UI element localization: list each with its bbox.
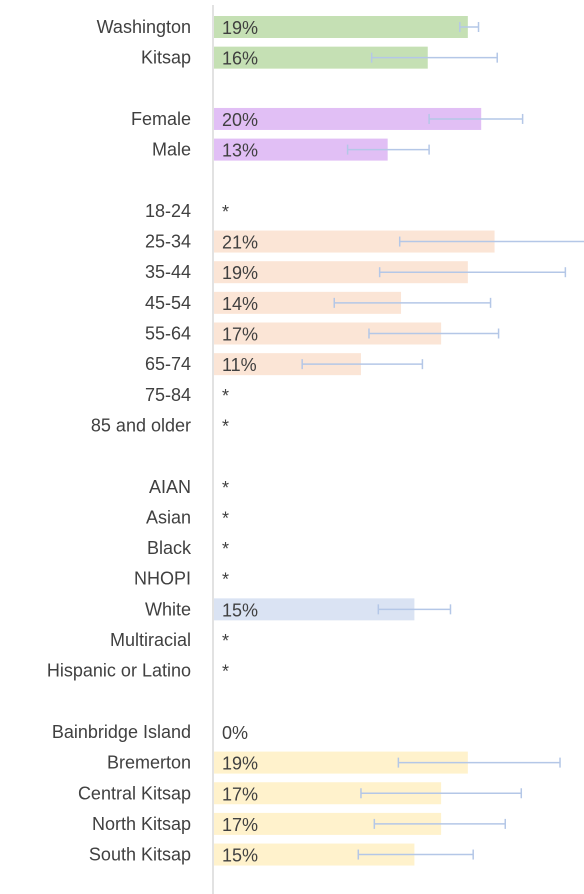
category-label: White <box>145 599 191 619</box>
data-label: 16% <box>222 49 258 69</box>
data-label: * <box>222 416 229 436</box>
data-label: 19% <box>222 18 258 38</box>
data-label: 15% <box>222 846 258 866</box>
data-label: 21% <box>222 233 258 253</box>
data-label: 13% <box>222 141 258 161</box>
bar <box>214 812 442 835</box>
category-label: 35-44 <box>145 262 191 282</box>
data-label: 19% <box>222 263 258 283</box>
category-label: NHOPI <box>134 569 191 589</box>
category-label: Hispanic or Latino <box>47 661 191 681</box>
data-label: 0% <box>222 723 248 743</box>
category-label: Male <box>152 140 191 160</box>
category-label: 85 and older <box>91 415 191 435</box>
category-label: 18-24 <box>145 201 191 221</box>
bar <box>214 843 415 866</box>
category-label: Bremerton <box>107 753 191 773</box>
category-label: Multiracial <box>110 630 191 650</box>
data-label: * <box>222 202 229 222</box>
data-label: * <box>222 539 229 559</box>
category-label: 75-84 <box>145 385 191 405</box>
data-label: * <box>222 386 229 406</box>
data-label: 14% <box>222 294 258 314</box>
category-label: 55-64 <box>145 324 191 344</box>
bar <box>214 782 442 805</box>
category-label: Kitsap <box>141 48 191 68</box>
data-label: * <box>222 662 229 682</box>
data-label: 19% <box>222 754 258 774</box>
category-label: South Kitsap <box>89 845 191 865</box>
category-label: Washington <box>97 17 191 37</box>
bar <box>214 291 402 314</box>
data-label: 20% <box>222 110 258 130</box>
data-label: * <box>222 631 229 651</box>
data-label: 17% <box>222 784 258 804</box>
bar <box>214 16 468 38</box>
bar <box>214 353 361 376</box>
data-label: 11% <box>222 355 257 375</box>
data-label: * <box>222 570 229 590</box>
category-label: Central Kitsap <box>78 783 191 803</box>
data-label: 17% <box>222 325 258 345</box>
bar <box>214 230 495 253</box>
bar <box>214 138 388 161</box>
data-label: * <box>222 478 229 498</box>
category-label: Female <box>131 109 191 129</box>
category-label: 65-74 <box>145 354 191 374</box>
category-label: 25-34 <box>145 232 191 252</box>
bar <box>214 261 468 284</box>
data-label: 17% <box>222 815 258 835</box>
data-label: 15% <box>222 600 258 620</box>
bar <box>214 107 482 130</box>
data-label: * <box>222 508 229 528</box>
category-label: Bainbridge Island <box>52 722 191 742</box>
category-label: Black <box>147 538 192 558</box>
category-label: Asian <box>146 507 191 527</box>
bar <box>214 46 428 69</box>
category-label: AIAN <box>149 477 191 497</box>
category-label: North Kitsap <box>92 814 191 834</box>
bar <box>214 322 442 345</box>
category-label: 45-54 <box>145 293 191 313</box>
bar <box>214 598 415 621</box>
bar <box>214 751 468 774</box>
